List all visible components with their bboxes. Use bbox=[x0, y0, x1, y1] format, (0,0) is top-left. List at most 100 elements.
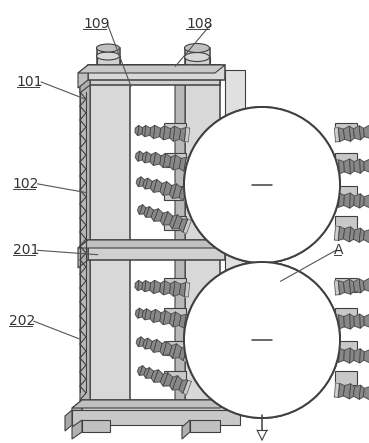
Polygon shape bbox=[179, 219, 187, 232]
Polygon shape bbox=[335, 123, 357, 137]
Polygon shape bbox=[170, 215, 177, 229]
Polygon shape bbox=[138, 151, 143, 161]
Polygon shape bbox=[97, 48, 120, 68]
Polygon shape bbox=[161, 373, 168, 386]
Polygon shape bbox=[154, 310, 161, 323]
Polygon shape bbox=[138, 337, 144, 346]
Polygon shape bbox=[335, 216, 357, 230]
Polygon shape bbox=[164, 278, 186, 292]
Polygon shape bbox=[164, 123, 186, 137]
Polygon shape bbox=[335, 341, 357, 355]
Polygon shape bbox=[138, 125, 142, 136]
Polygon shape bbox=[175, 70, 185, 413]
Polygon shape bbox=[339, 315, 344, 329]
Polygon shape bbox=[173, 155, 181, 170]
Polygon shape bbox=[334, 383, 339, 397]
Polygon shape bbox=[334, 128, 339, 142]
Polygon shape bbox=[173, 344, 182, 358]
Polygon shape bbox=[150, 125, 155, 138]
Polygon shape bbox=[172, 215, 182, 229]
Polygon shape bbox=[154, 370, 163, 382]
Polygon shape bbox=[354, 349, 360, 363]
Polygon shape bbox=[170, 281, 175, 296]
Polygon shape bbox=[160, 281, 165, 295]
Polygon shape bbox=[350, 348, 354, 363]
Polygon shape bbox=[173, 281, 180, 296]
Polygon shape bbox=[344, 193, 350, 208]
Polygon shape bbox=[185, 48, 210, 68]
Text: 108: 108 bbox=[186, 17, 213, 31]
Polygon shape bbox=[150, 152, 156, 165]
Polygon shape bbox=[143, 178, 148, 189]
Polygon shape bbox=[163, 311, 171, 325]
Polygon shape bbox=[354, 126, 361, 140]
Polygon shape bbox=[344, 126, 351, 141]
Polygon shape bbox=[135, 308, 139, 318]
Polygon shape bbox=[335, 160, 339, 174]
Polygon shape bbox=[154, 152, 161, 165]
Polygon shape bbox=[145, 309, 151, 320]
Polygon shape bbox=[335, 186, 357, 200]
Polygon shape bbox=[151, 340, 157, 352]
Ellipse shape bbox=[97, 44, 120, 52]
Polygon shape bbox=[359, 126, 364, 140]
Polygon shape bbox=[350, 193, 354, 208]
Polygon shape bbox=[139, 366, 146, 375]
Polygon shape bbox=[143, 338, 148, 349]
Polygon shape bbox=[335, 315, 339, 329]
Polygon shape bbox=[354, 159, 360, 173]
Polygon shape bbox=[144, 368, 149, 378]
Text: 201: 201 bbox=[13, 243, 39, 257]
Polygon shape bbox=[354, 385, 361, 399]
Polygon shape bbox=[180, 283, 186, 297]
Polygon shape bbox=[142, 126, 146, 136]
Polygon shape bbox=[344, 384, 351, 399]
Polygon shape bbox=[183, 380, 192, 395]
Polygon shape bbox=[138, 177, 144, 187]
Polygon shape bbox=[169, 344, 176, 358]
Polygon shape bbox=[344, 314, 350, 329]
Polygon shape bbox=[139, 205, 146, 214]
Polygon shape bbox=[78, 240, 88, 268]
Polygon shape bbox=[164, 308, 186, 322]
Polygon shape bbox=[179, 187, 187, 201]
Polygon shape bbox=[144, 207, 149, 217]
Polygon shape bbox=[175, 70, 220, 78]
Polygon shape bbox=[350, 159, 354, 174]
Polygon shape bbox=[338, 226, 344, 240]
Polygon shape bbox=[360, 349, 364, 363]
Polygon shape bbox=[360, 159, 364, 173]
Polygon shape bbox=[349, 126, 354, 141]
Polygon shape bbox=[354, 314, 360, 328]
Polygon shape bbox=[145, 152, 151, 163]
Polygon shape bbox=[173, 312, 181, 327]
Polygon shape bbox=[160, 126, 165, 140]
Ellipse shape bbox=[184, 43, 210, 53]
Text: 202: 202 bbox=[9, 314, 35, 328]
Polygon shape bbox=[339, 160, 344, 174]
Polygon shape bbox=[82, 400, 230, 418]
Circle shape bbox=[184, 107, 340, 263]
Polygon shape bbox=[135, 125, 139, 136]
Polygon shape bbox=[161, 212, 168, 225]
Polygon shape bbox=[160, 342, 167, 355]
Polygon shape bbox=[154, 280, 161, 293]
Circle shape bbox=[184, 262, 340, 418]
Polygon shape bbox=[185, 70, 220, 405]
Polygon shape bbox=[136, 177, 141, 187]
Polygon shape bbox=[360, 314, 364, 328]
Polygon shape bbox=[154, 180, 162, 192]
Polygon shape bbox=[80, 405, 130, 413]
Polygon shape bbox=[142, 281, 146, 291]
Polygon shape bbox=[72, 420, 82, 439]
Polygon shape bbox=[350, 314, 354, 329]
Polygon shape bbox=[145, 281, 151, 291]
Ellipse shape bbox=[97, 52, 120, 60]
Polygon shape bbox=[364, 314, 369, 327]
Polygon shape bbox=[190, 420, 220, 432]
Polygon shape bbox=[359, 279, 364, 293]
Polygon shape bbox=[154, 125, 161, 138]
Polygon shape bbox=[169, 312, 176, 327]
Polygon shape bbox=[65, 410, 72, 431]
Polygon shape bbox=[138, 308, 143, 318]
